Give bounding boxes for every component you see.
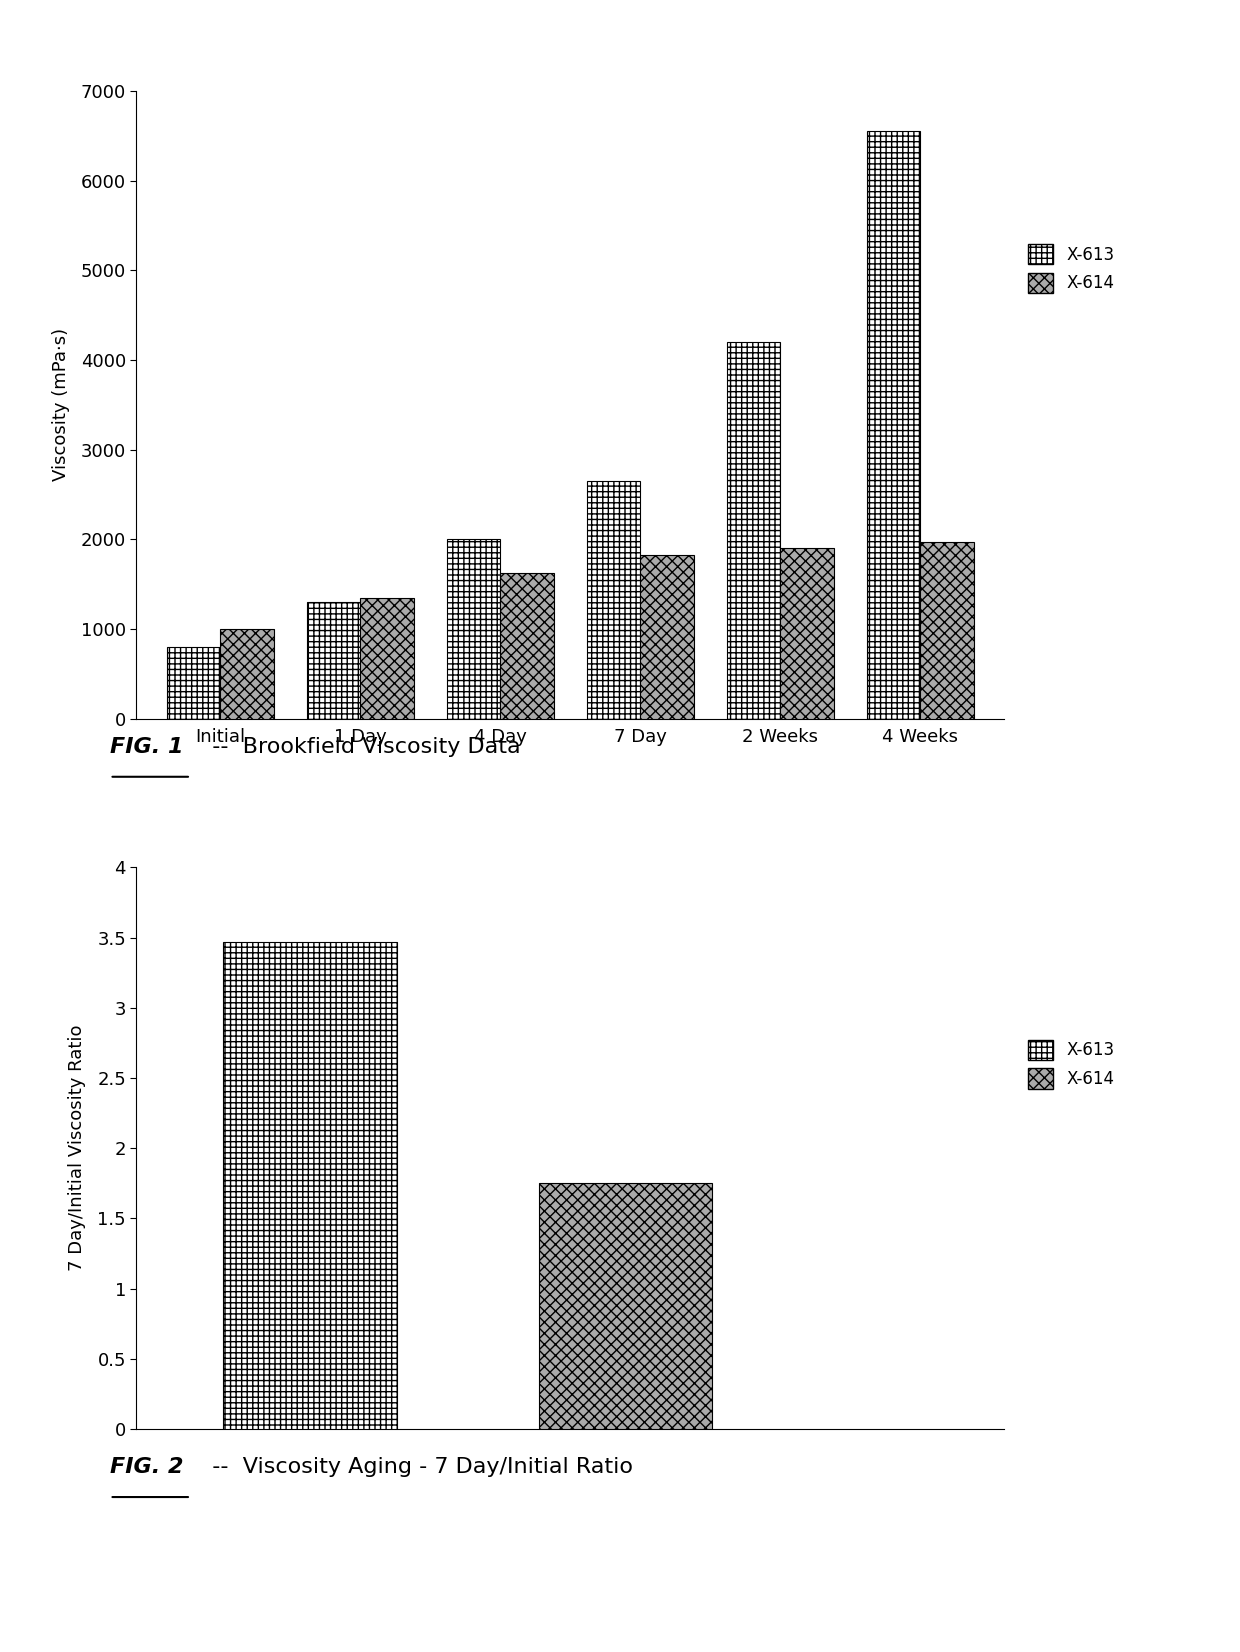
Legend: X-613, X-614: X-613, X-614 xyxy=(1022,238,1121,299)
Bar xyxy=(780,548,833,719)
Bar xyxy=(867,131,920,719)
Bar xyxy=(920,542,973,719)
Legend: X-613, X-614: X-613, X-614 xyxy=(1022,1032,1121,1095)
Bar xyxy=(223,942,397,1429)
Text: FIG. 1: FIG. 1 xyxy=(109,737,184,757)
Bar xyxy=(501,573,553,719)
Text: FIG. 2: FIG. 2 xyxy=(109,1457,184,1477)
Bar xyxy=(167,648,221,719)
Bar xyxy=(221,629,274,719)
Text: --  Brookfield Viscosity Data: -- Brookfield Viscosity Data xyxy=(198,737,521,757)
Bar xyxy=(640,555,693,719)
Text: --  Viscosity Aging - 7 Day/Initial Ratio: -- Viscosity Aging - 7 Day/Initial Ratio xyxy=(198,1457,634,1477)
Bar xyxy=(539,1183,713,1429)
Bar xyxy=(448,539,501,719)
Bar xyxy=(361,598,414,719)
Bar xyxy=(308,601,361,719)
Bar xyxy=(588,481,640,719)
Y-axis label: Viscosity (mPa·s): Viscosity (mPa·s) xyxy=(52,329,69,481)
Y-axis label: 7 Day/Initial Viscosity Ratio: 7 Day/Initial Viscosity Ratio xyxy=(68,1024,86,1272)
Bar xyxy=(727,342,780,719)
